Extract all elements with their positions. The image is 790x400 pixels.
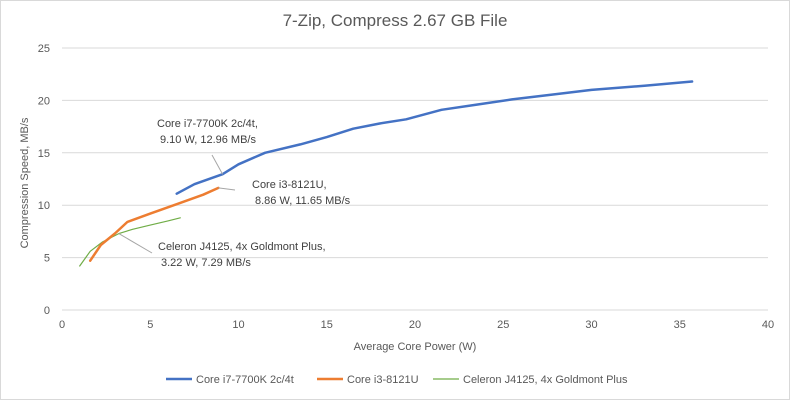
legend-label: Core i7-7700K 2c/4t (196, 374, 294, 386)
annotation-leader (218, 187, 236, 191)
chart-title: 7-Zip, Compress 2.67 GB File (283, 11, 508, 30)
annotation-leader (211, 154, 224, 175)
y-tick-label: 0 (44, 305, 50, 317)
legend-label: Celeron J4125, 4x Goldmont Plus (463, 374, 628, 386)
x-tick-label: 20 (409, 319, 421, 331)
y-tick-label: 20 (38, 95, 50, 107)
y-tick-label: 25 (38, 43, 50, 55)
x-axis-title: Average Core Power (W) (354, 341, 477, 353)
gridlines (62, 47, 768, 311)
annotation-leader (118, 233, 153, 254)
y-axis-ticks: 0 5 10 15 20 25 (38, 43, 50, 317)
annotation-label: Core i3-8121U, (252, 179, 327, 191)
series-lines (79, 80, 694, 267)
x-tick-label: 30 (585, 319, 597, 331)
x-tick-label: 15 (321, 319, 333, 331)
x-tick-label: 5 (147, 319, 153, 331)
x-tick-label: 25 (497, 319, 509, 331)
y-tick-label: 5 (44, 253, 50, 265)
legend-label: Core i3-8121U (347, 374, 419, 386)
x-tick-label: 0 (59, 319, 65, 331)
y-axis-title: Compression Speed, MB/s (19, 117, 31, 248)
x-tick-label: 40 (762, 319, 774, 331)
y-tick-label: 15 (38, 148, 50, 160)
legend: Core i7-7700K 2c/4t Core i3-8121U Celeron … (166, 374, 628, 386)
series-line-1 (175, 80, 694, 195)
y-tick-label: 10 (38, 200, 50, 212)
annotation-leaders (118, 154, 236, 254)
data-annotations: Core i7-7700K 2c/4t, 9.10 W, 12.96 MB/s Co… (157, 118, 351, 269)
annotation-label: Core i7-7700K 2c/4t, (157, 118, 258, 130)
x-tick-label: 35 (674, 319, 686, 331)
x-tick-label: 10 (232, 319, 244, 331)
x-axis-ticks: 0 5 10 15 20 25 30 35 40 (59, 319, 774, 331)
annotation-label: Celeron J4125, 4x Goldmont Plus, (158, 241, 326, 253)
annotation-label: 8.86 W, 11.65 MB/s (255, 195, 351, 207)
series-line-3 (79, 217, 181, 267)
annotation-label: 9.10 W, 12.96 MB/s (160, 134, 256, 146)
series-line-2 (88, 186, 220, 262)
annotation-label: 3.22 W, 7.29 MB/s (161, 257, 251, 269)
